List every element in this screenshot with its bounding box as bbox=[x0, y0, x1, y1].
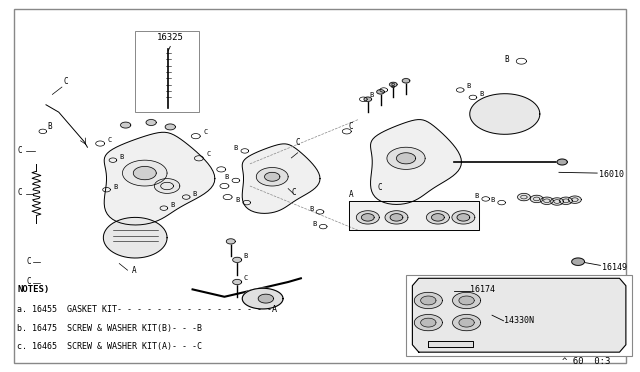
Polygon shape bbox=[390, 82, 397, 87]
Text: c. 16465  SCREW & WASHER KIT(A)- - -C: c. 16465 SCREW & WASHER KIT(A)- - -C bbox=[17, 342, 202, 351]
Text: B: B bbox=[193, 191, 197, 197]
Polygon shape bbox=[452, 211, 475, 224]
Polygon shape bbox=[412, 278, 626, 352]
Text: B: B bbox=[370, 92, 374, 98]
Polygon shape bbox=[264, 172, 280, 181]
Text: B: B bbox=[491, 196, 495, 202]
Polygon shape bbox=[414, 314, 442, 331]
Polygon shape bbox=[550, 198, 563, 205]
Text: B: B bbox=[113, 184, 117, 190]
Polygon shape bbox=[356, 211, 380, 224]
Polygon shape bbox=[371, 120, 461, 205]
Text: B: B bbox=[119, 154, 124, 160]
Polygon shape bbox=[227, 239, 236, 244]
Bar bbox=[406, 275, 632, 356]
Text: NOTES): NOTES) bbox=[17, 285, 49, 294]
Polygon shape bbox=[256, 167, 288, 186]
Text: C: C bbox=[17, 188, 22, 197]
Polygon shape bbox=[104, 132, 215, 225]
Text: B: B bbox=[244, 253, 248, 259]
Text: B: B bbox=[479, 90, 484, 97]
Polygon shape bbox=[390, 214, 403, 221]
Polygon shape bbox=[258, 294, 273, 303]
Text: C: C bbox=[292, 188, 296, 197]
Polygon shape bbox=[452, 292, 481, 309]
Polygon shape bbox=[420, 318, 436, 327]
Polygon shape bbox=[428, 341, 473, 347]
Text: B: B bbox=[309, 206, 314, 212]
Polygon shape bbox=[165, 124, 175, 130]
Text: C: C bbox=[17, 146, 22, 155]
Polygon shape bbox=[104, 217, 167, 258]
Polygon shape bbox=[572, 258, 584, 265]
Text: C: C bbox=[204, 129, 207, 135]
Polygon shape bbox=[420, 296, 436, 305]
Polygon shape bbox=[557, 159, 567, 165]
Text: B: B bbox=[390, 83, 394, 89]
Text: C: C bbox=[64, 77, 68, 86]
Polygon shape bbox=[387, 147, 425, 169]
Text: B: B bbox=[234, 145, 237, 151]
Text: B: B bbox=[505, 55, 509, 64]
Polygon shape bbox=[243, 288, 283, 309]
Polygon shape bbox=[452, 314, 481, 331]
Polygon shape bbox=[459, 296, 474, 305]
Polygon shape bbox=[120, 122, 131, 128]
Polygon shape bbox=[541, 197, 553, 205]
Text: B: B bbox=[312, 221, 317, 227]
Text: C: C bbox=[207, 151, 211, 157]
Text: b. 16475  SCREW & WASHER KIT(B)- - -B: b. 16475 SCREW & WASHER KIT(B)- - -B bbox=[17, 324, 202, 333]
Polygon shape bbox=[559, 197, 572, 205]
Text: 14330N: 14330N bbox=[504, 315, 534, 325]
Text: A: A bbox=[132, 266, 137, 275]
Text: 16149: 16149 bbox=[602, 263, 627, 272]
Polygon shape bbox=[242, 144, 320, 214]
Text: C: C bbox=[27, 257, 31, 266]
Polygon shape bbox=[518, 193, 531, 201]
Polygon shape bbox=[531, 195, 543, 203]
Polygon shape bbox=[154, 179, 180, 193]
Bar bbox=[135, 31, 199, 112]
Text: C: C bbox=[378, 183, 382, 192]
Text: C: C bbox=[27, 277, 31, 286]
Polygon shape bbox=[122, 160, 167, 186]
Polygon shape bbox=[431, 214, 444, 221]
Text: B: B bbox=[47, 122, 52, 131]
Polygon shape bbox=[426, 211, 449, 224]
Polygon shape bbox=[414, 292, 442, 309]
Text: C: C bbox=[349, 122, 353, 131]
Text: B: B bbox=[236, 196, 239, 202]
Polygon shape bbox=[233, 279, 242, 285]
Polygon shape bbox=[233, 257, 242, 262]
Text: C: C bbox=[244, 275, 248, 281]
Polygon shape bbox=[459, 318, 474, 327]
Text: A: A bbox=[349, 190, 354, 199]
Text: 16174: 16174 bbox=[470, 285, 495, 294]
Polygon shape bbox=[146, 119, 156, 125]
Polygon shape bbox=[470, 94, 540, 134]
Polygon shape bbox=[457, 214, 470, 221]
Text: C: C bbox=[108, 137, 112, 143]
Text: B: B bbox=[225, 174, 228, 180]
Text: B: B bbox=[475, 193, 479, 199]
Text: a. 16455  GASKET KIT- - - - - - - - - - - - - - - -A: a. 16455 GASKET KIT- - - - - - - - - - -… bbox=[17, 305, 277, 314]
Text: B: B bbox=[467, 83, 471, 89]
Polygon shape bbox=[349, 201, 479, 230]
Polygon shape bbox=[362, 214, 374, 221]
Text: 16010: 16010 bbox=[599, 170, 624, 179]
Polygon shape bbox=[133, 166, 156, 180]
Text: ^ 60  0:3: ^ 60 0:3 bbox=[562, 357, 611, 366]
Polygon shape bbox=[377, 90, 385, 94]
Polygon shape bbox=[568, 196, 581, 203]
Text: B: B bbox=[170, 202, 175, 208]
Text: C: C bbox=[296, 138, 300, 147]
Polygon shape bbox=[385, 211, 408, 224]
Text: 16325: 16325 bbox=[157, 33, 184, 42]
Polygon shape bbox=[402, 78, 410, 83]
Polygon shape bbox=[397, 153, 415, 164]
Polygon shape bbox=[364, 97, 372, 102]
